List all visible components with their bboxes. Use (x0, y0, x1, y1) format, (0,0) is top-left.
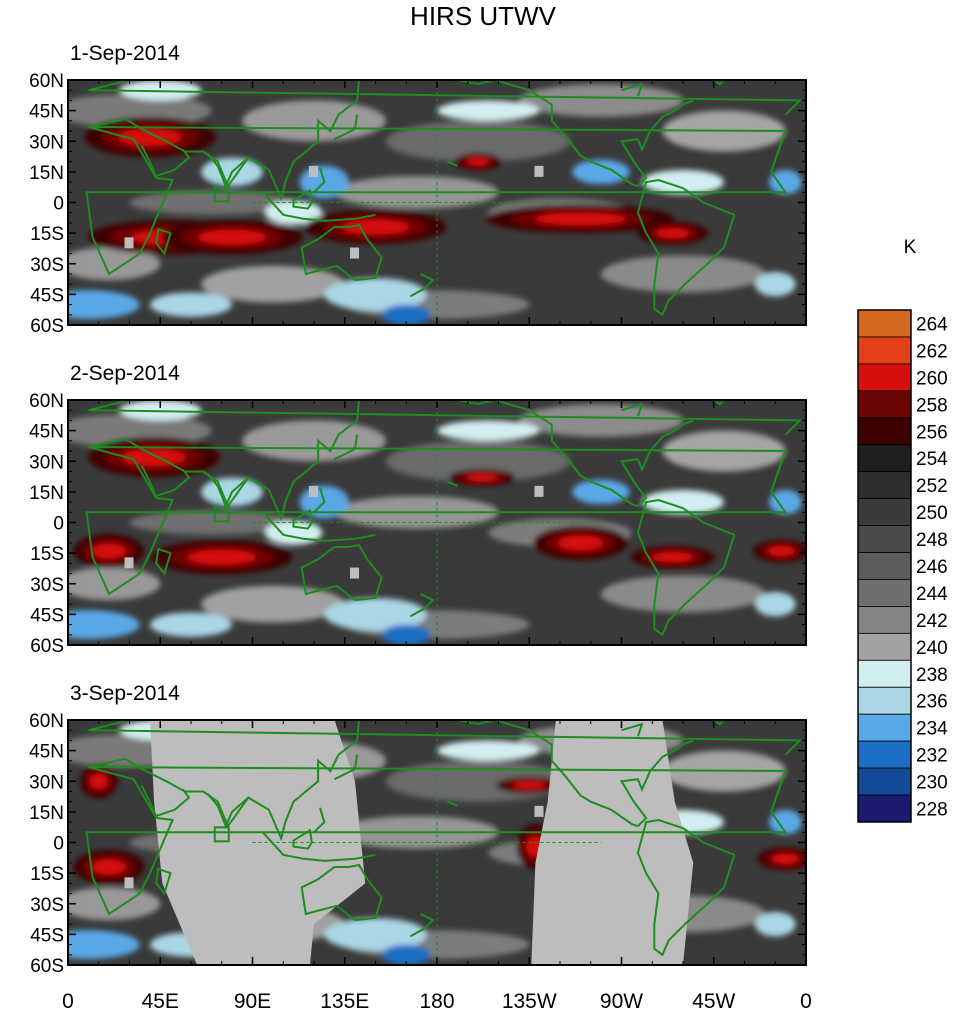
y-tick-label: 30S (30, 575, 64, 596)
y-tick-label: 45S (30, 925, 64, 946)
colorbar-label: 254 (916, 449, 948, 470)
y-tick-label: 60S (30, 956, 64, 977)
colorbar-label: 250 (916, 503, 948, 524)
y-tick-label: 0 (53, 194, 64, 215)
map-panels: 60N 45N 30N 15N 0 15S 30S 45S 60S 60N 45N 30N 15N 0 15… (29, 71, 812, 1013)
colorbar-label: 232 (916, 746, 948, 767)
y-tick-label: 15N (29, 483, 64, 504)
y-tick-label: 30S (30, 895, 64, 916)
y-tick-label: 15N (29, 163, 64, 184)
x-tick-label: 135E (320, 990, 369, 1013)
colorbar-label: 262 (916, 341, 948, 362)
y-tick-label: 45N (29, 742, 64, 763)
colorbar-unit: K (904, 237, 917, 258)
colorbar-swatch (857, 713, 912, 742)
colorbar-swatch (857, 309, 912, 338)
y-tick-label: 0 (53, 514, 64, 535)
y-tick-label: 45N (29, 422, 64, 443)
colorbar-swatch (857, 579, 912, 607)
colorbar-label: 228 (916, 800, 948, 821)
colorbar-swatch (857, 686, 912, 715)
y-tick-label: 45N (29, 102, 64, 123)
colorbar-label: 260 (916, 368, 948, 389)
colorbar: 264 262 260 258 256 254 252 250 248 246 244 242 240 2… (857, 309, 948, 823)
panel-title-3: 3-Sep-2014 (70, 682, 180, 705)
colorbar-label: 264 (916, 314, 948, 335)
colorbar-label: 244 (916, 584, 948, 605)
y-tick-label: 30S (30, 255, 64, 276)
colorbar-label: 242 (916, 611, 948, 632)
colorbar-swatch (857, 390, 912, 419)
colorbar-label: 234 (916, 719, 948, 740)
colorbar-swatch (857, 632, 912, 661)
colorbar-label: 258 (916, 395, 948, 416)
colorbar-swatch (857, 417, 912, 446)
x-tick-label: 45E (142, 990, 179, 1013)
colorbar-swatch (857, 794, 912, 823)
colorbar-swatch (857, 552, 912, 580)
y-tick-label: 60S (30, 636, 64, 657)
y-tick-label: 45S (30, 605, 64, 626)
y-tick-label: 30N (29, 452, 64, 473)
y-tick-label: 60N (29, 391, 64, 412)
x-tick-label: 90W (600, 990, 643, 1013)
y-tick-label: 15S (30, 224, 64, 245)
map-panel-3: 60N 45N 30N 15N 0 15S 30S 45S 60S (29, 711, 807, 977)
colorbar-label: 236 (916, 692, 948, 713)
x-tick-label: 45W (692, 990, 735, 1013)
panel-title-1: 1-Sep-2014 (70, 42, 180, 65)
y-tick-label: 15S (30, 544, 64, 565)
colorbar-label: 246 (916, 557, 948, 578)
colorbar-label: 238 (916, 665, 948, 686)
map-panel-2: 60N 45N 30N 15N 0 15S 30S 45S 60S (29, 391, 807, 657)
colorbar-swatch (857, 363, 912, 392)
colorbar-swatch (857, 659, 912, 688)
x-tick-label: 90E (234, 990, 271, 1013)
y-tick-label: 60N (29, 711, 64, 732)
y-tick-label: 30N (29, 772, 64, 793)
colorbar-label: 256 (916, 422, 948, 443)
y-tick-label: 15S (30, 864, 64, 885)
colorbar-swatch (857, 767, 912, 796)
figure-title: HIRS UTWV (410, 1, 556, 31)
colorbar-label: 230 (916, 773, 948, 794)
colorbar-swatch (857, 740, 912, 769)
colorbar-label: 248 (916, 530, 948, 551)
y-tick-label: 60N (29, 71, 64, 92)
colorbar-swatch (857, 498, 912, 526)
x-tick-label: 180 (419, 990, 454, 1013)
colorbar-swatch (857, 606, 912, 634)
y-tick-label: 60S (30, 316, 64, 337)
x-tick-label: 0 (800, 990, 812, 1013)
colorbar-swatch (857, 471, 912, 500)
colorbar-label: 240 (916, 638, 948, 659)
x-axis-labels: 0 45E 90E 135E 180 135W 90W 45W 0 (62, 990, 812, 1013)
y-tick-label: 45S (30, 285, 64, 306)
y-tick-label: 30N (29, 132, 64, 153)
colorbar-swatch (857, 525, 912, 553)
y-tick-label: 15N (29, 803, 64, 824)
x-tick-label: 0 (62, 990, 74, 1013)
map-panel-1: 60N 45N 30N 15N 0 15S 30S 45S 60S (29, 71, 807, 337)
panel-title-2: 2-Sep-2014 (70, 362, 180, 385)
colorbar-swatch (857, 444, 912, 473)
colorbar-label: 252 (916, 476, 948, 497)
y-tick-label: 0 (53, 834, 64, 855)
colorbar-swatch (857, 336, 912, 365)
x-tick-label: 135W (502, 990, 557, 1013)
